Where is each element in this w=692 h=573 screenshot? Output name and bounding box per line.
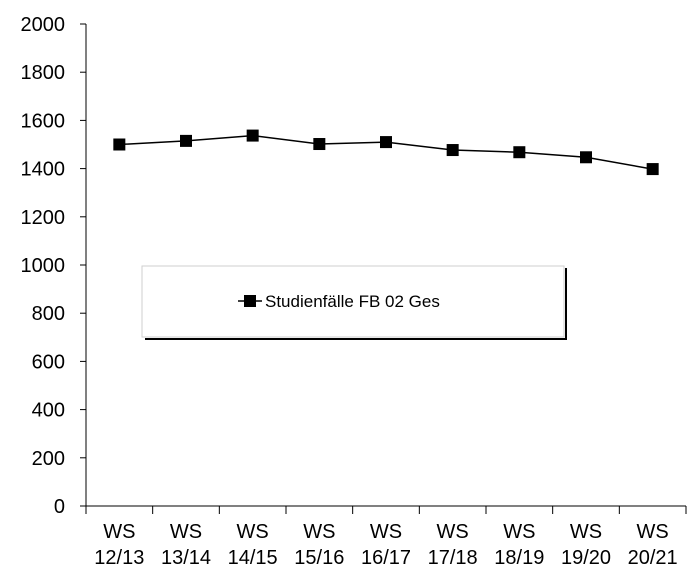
x-tick-label: WS 20/21 <box>628 521 678 569</box>
x-tick-label: WS 16/17 <box>361 521 411 569</box>
y-tick-label: 2000 <box>21 14 66 36</box>
legend-box <box>141 265 565 338</box>
legend: Studienfälle FB 02 Ges <box>141 265 567 340</box>
y-tick-label: 800 <box>32 303 65 325</box>
y-tick-label: 0 <box>54 496 65 518</box>
data-point <box>180 134 192 147</box>
data-point <box>246 129 259 142</box>
x-tick-label: WS 12/13 <box>94 521 144 569</box>
x-tick-label: WS 15/16 <box>294 521 344 569</box>
data-point <box>513 146 526 159</box>
x-tick-label: WS 19/20 <box>561 521 611 569</box>
y-tick-label: 1000 <box>21 255 66 277</box>
y-tick-label: 400 <box>32 400 65 422</box>
data-point <box>380 136 392 149</box>
legend-box-shadow <box>145 268 567 340</box>
data-point <box>646 163 659 176</box>
x-tick-label: WS 18/19 <box>494 521 544 569</box>
data-point <box>446 144 459 157</box>
y-tick-label: 600 <box>32 351 65 373</box>
data-point <box>313 138 326 151</box>
y-tick-label: 1400 <box>21 159 66 181</box>
y-tick-label: 200 <box>32 448 65 470</box>
data-point <box>113 138 126 151</box>
legend-series-label: Studienfälle FB 02 Ges <box>265 292 440 311</box>
x-tick-label: WS 14/15 <box>228 521 278 569</box>
y-tick-label: 1800 <box>21 62 66 84</box>
y-axis: 0 200 400 600 800 1000 1200 1400 1600 1800 2000 <box>21 14 87 518</box>
x-tick-label: WS 17/18 <box>428 521 478 569</box>
legend-series-marker <box>244 295 256 307</box>
x-tick-label: WS 13/14 <box>161 521 211 569</box>
y-tick-label: 1200 <box>21 207 66 229</box>
data-point <box>580 151 592 164</box>
y-tick-label: 1600 <box>21 110 66 132</box>
series-layer <box>113 129 659 176</box>
x-axis: WS 12/13 WS 13/14 WS 14/15 WS 15/16 WS 16/17 WS 17/… <box>85 505 687 569</box>
